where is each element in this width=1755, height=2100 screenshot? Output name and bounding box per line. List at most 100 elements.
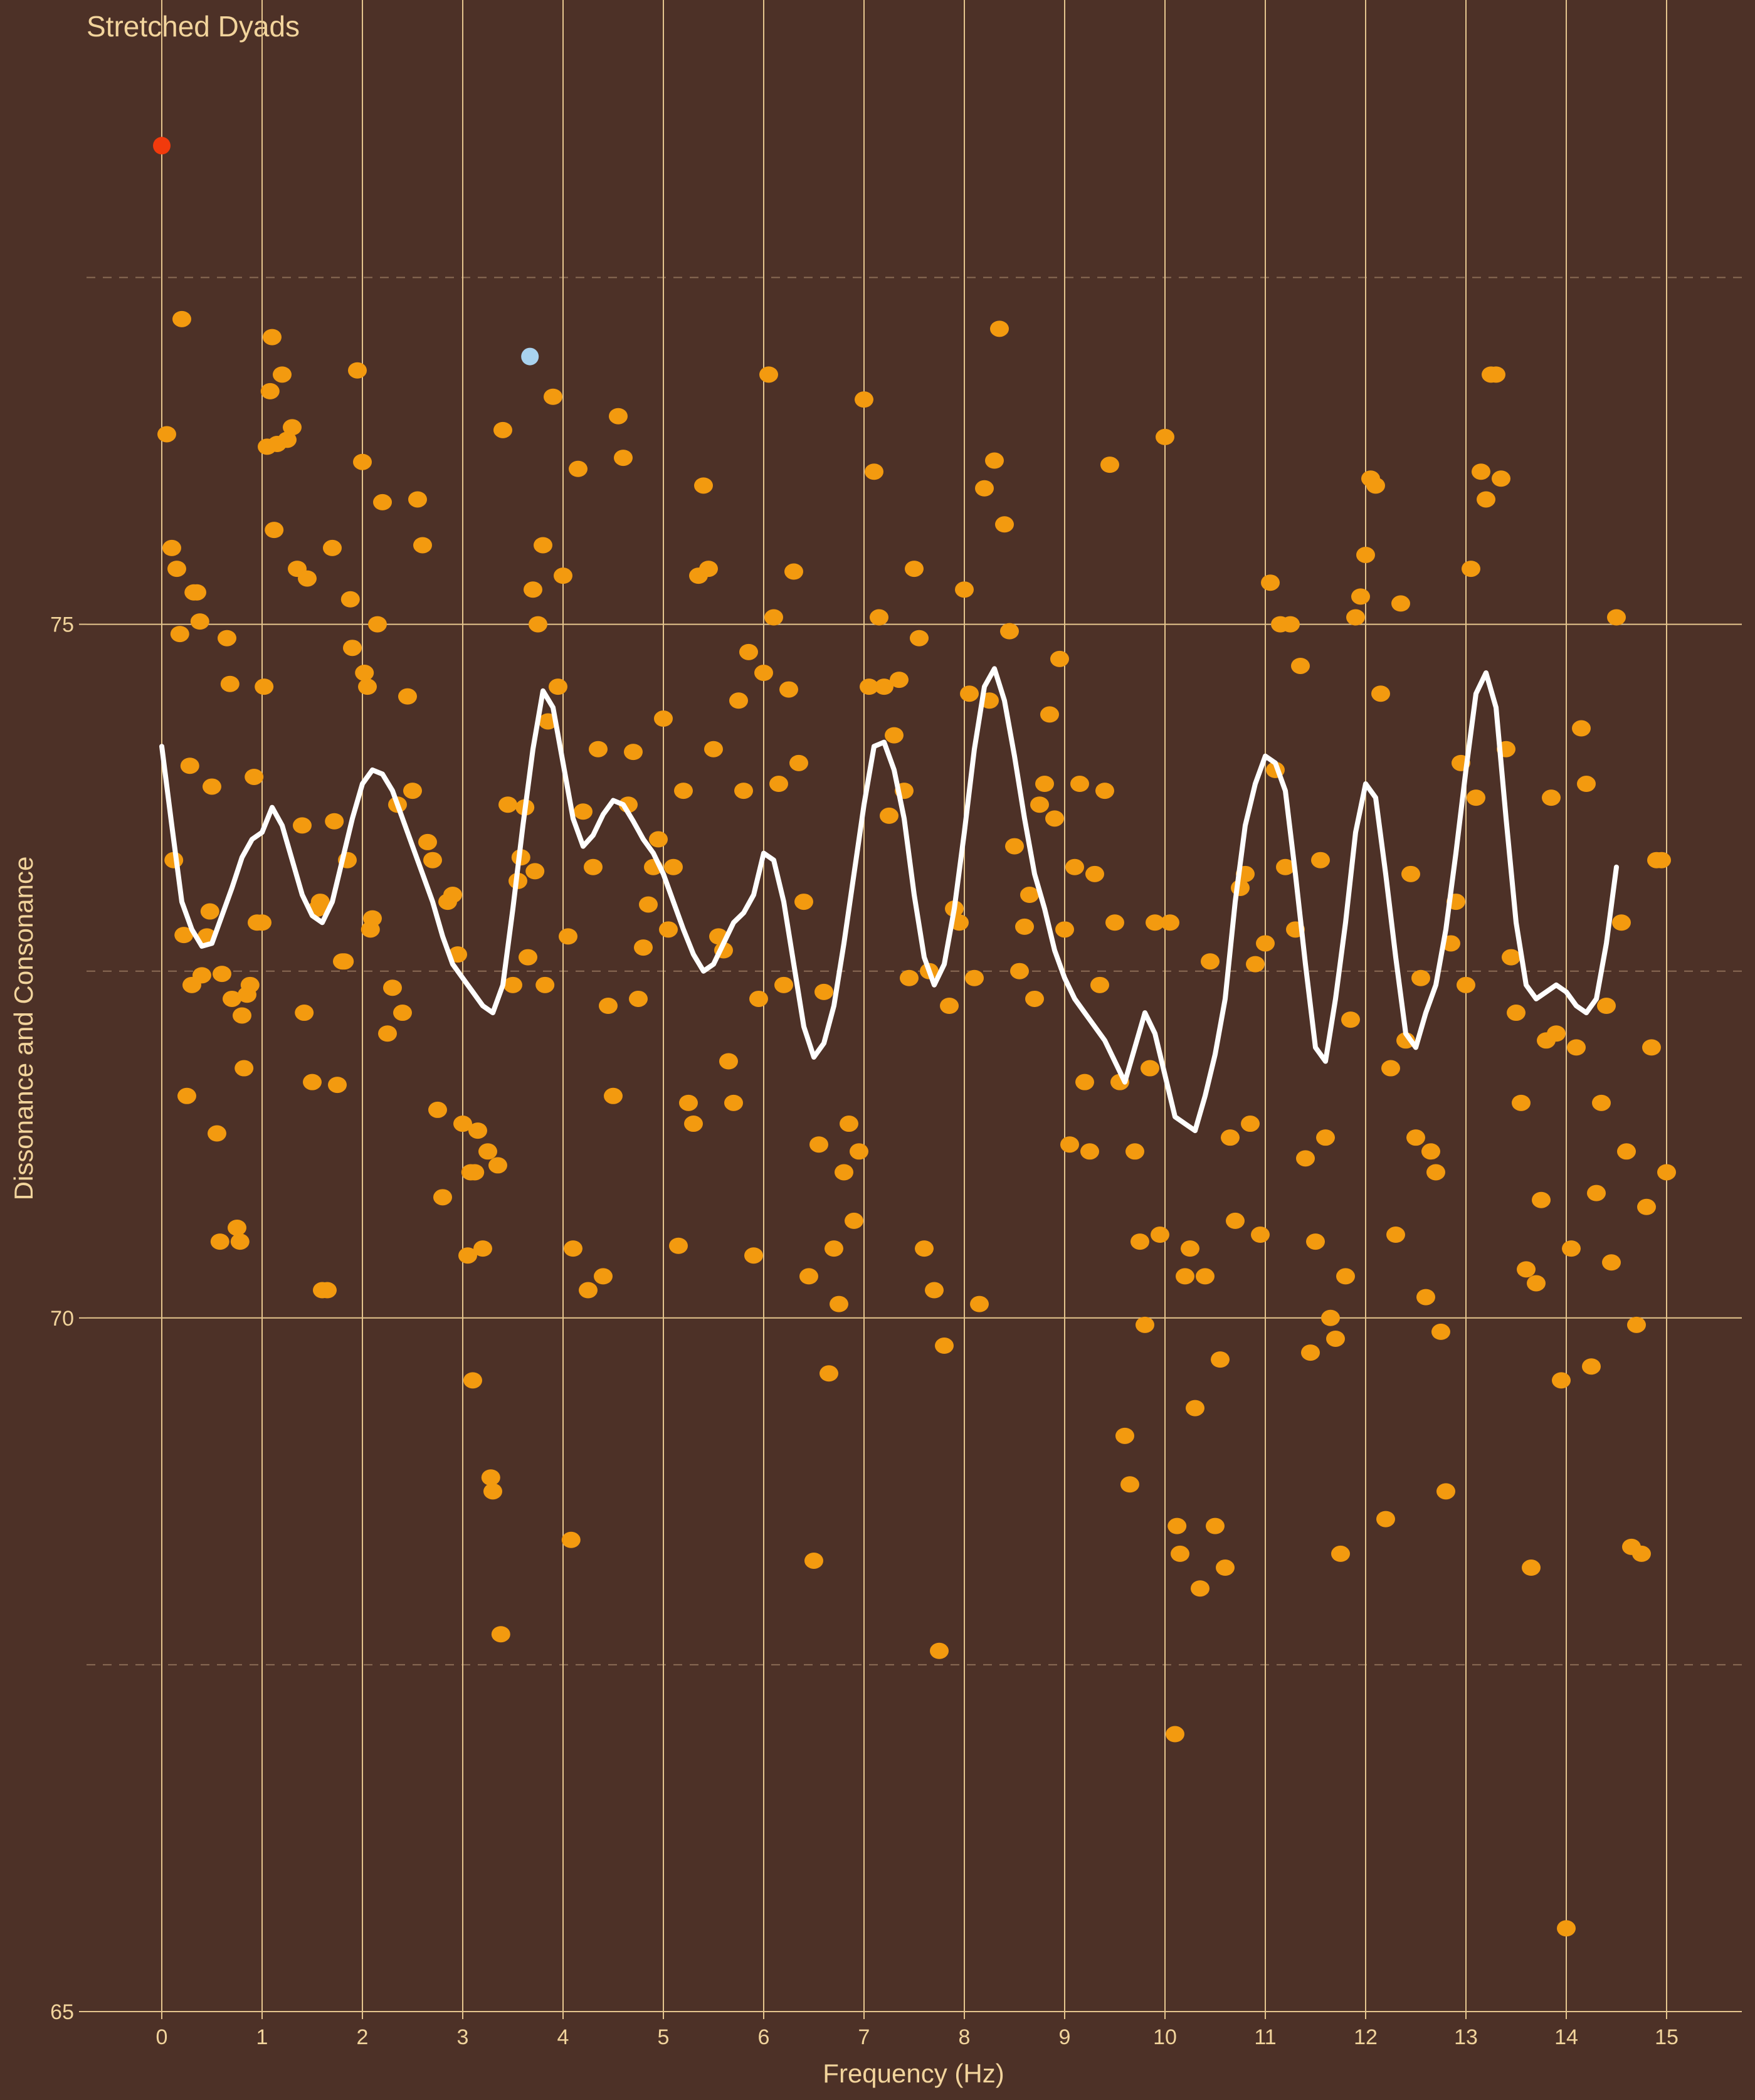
data-point <box>1522 1559 1541 1576</box>
data-point <box>1291 657 1310 674</box>
data-point <box>1246 956 1265 973</box>
data-point <box>609 408 628 425</box>
data-point <box>1276 858 1295 875</box>
data-point <box>1080 1143 1099 1160</box>
data-point <box>905 561 924 578</box>
data-point <box>293 817 312 834</box>
data-point <box>825 1240 843 1257</box>
x-tick-label: 6 <box>758 2025 770 2049</box>
data-point <box>915 1240 934 1257</box>
data-point <box>535 976 555 993</box>
data-point <box>1331 1545 1350 1562</box>
x-tick-label: 8 <box>959 2025 971 2049</box>
data-point <box>784 563 803 580</box>
data-point <box>200 903 219 920</box>
data-point <box>1090 976 1109 993</box>
data-point <box>1572 720 1591 737</box>
data-point <box>1191 1580 1210 1597</box>
data-point <box>865 463 883 480</box>
data-point <box>343 640 362 657</box>
data-point <box>295 1005 314 1021</box>
highlight-point <box>521 347 539 366</box>
data-point <box>310 894 330 910</box>
data-point <box>1517 1261 1536 1278</box>
data-point <box>203 778 221 795</box>
data-point <box>759 366 778 383</box>
data-point <box>569 460 588 477</box>
data-point <box>1406 1129 1425 1146</box>
smooth-curve <box>159 666 1619 1134</box>
data-points <box>157 310 1676 1937</box>
data-point <box>544 388 562 405</box>
data-point <box>1045 810 1064 827</box>
data-point <box>303 1074 322 1090</box>
data-point <box>764 609 783 626</box>
x-axis-label: Frequency (Hz) <box>823 2059 1004 2088</box>
data-point <box>255 678 274 695</box>
data-point <box>990 320 1009 337</box>
data-point <box>1401 865 1420 882</box>
data-point <box>228 1219 246 1236</box>
data-point <box>167 561 186 578</box>
data-point <box>413 537 432 554</box>
x-tick-label: 14 <box>1554 2025 1578 2049</box>
data-point <box>589 741 608 757</box>
data-point <box>1632 1545 1651 1562</box>
data-point <box>240 976 260 993</box>
data-point <box>1221 1129 1240 1146</box>
data-point <box>624 744 643 761</box>
data-point <box>1070 776 1089 793</box>
data-point <box>1216 1559 1235 1576</box>
data-point <box>1567 1039 1586 1056</box>
data-point <box>1241 1116 1260 1132</box>
data-point <box>659 921 678 938</box>
data-point <box>664 858 683 875</box>
data-point <box>1050 650 1069 667</box>
data-point <box>1607 609 1626 626</box>
data-point <box>353 453 372 470</box>
data-point <box>935 1338 954 1354</box>
data-point <box>604 1087 623 1104</box>
data-point <box>323 539 342 556</box>
data-point <box>729 692 748 709</box>
data-point <box>965 969 984 986</box>
data-point <box>820 1365 838 1382</box>
x-tick-label: 3 <box>457 2025 469 2049</box>
data-point <box>355 665 374 682</box>
data-point <box>1000 623 1019 640</box>
data-point <box>1281 616 1300 633</box>
data-point <box>1391 595 1410 612</box>
data-point <box>1592 1094 1611 1111</box>
data-point <box>579 1282 598 1299</box>
data-point <box>493 421 512 438</box>
data-point <box>559 928 577 945</box>
data-point <box>1462 561 1480 578</box>
data-point <box>614 450 633 467</box>
data-point <box>1301 1344 1320 1361</box>
data-point <box>1085 865 1104 882</box>
data-point <box>930 1642 949 1659</box>
data-point <box>1171 1545 1189 1562</box>
data-point <box>584 858 603 875</box>
data-point <box>1612 914 1631 931</box>
data-point <box>1371 685 1390 702</box>
data-point <box>218 630 236 646</box>
data-point <box>1426 1164 1445 1181</box>
data-point <box>1136 1316 1154 1333</box>
data-point <box>1005 838 1024 855</box>
data-point <box>393 1005 412 1021</box>
data-point <box>754 665 773 682</box>
data-point <box>373 493 392 510</box>
data-point <box>348 362 367 379</box>
data-point <box>1040 706 1059 723</box>
data-point <box>1472 463 1490 480</box>
data-point <box>408 491 427 508</box>
data-point <box>835 1164 853 1181</box>
data-point <box>564 1240 582 1257</box>
data-point <box>900 969 919 986</box>
data-point <box>960 685 979 702</box>
data-point <box>594 1268 613 1285</box>
data-point <box>744 1247 763 1264</box>
data-point <box>1542 789 1561 806</box>
